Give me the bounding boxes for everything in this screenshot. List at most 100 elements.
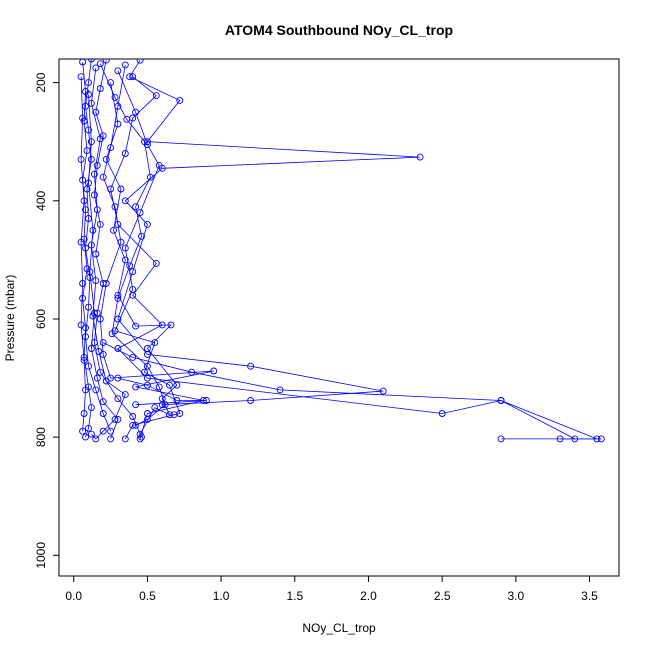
data-point	[89, 226, 97, 234]
data-point	[99, 410, 107, 417]
data-point	[129, 413, 137, 420]
x-axis-label: NOy_CL_trop	[302, 621, 376, 635]
data-point	[96, 85, 104, 92]
data-point	[107, 435, 115, 443]
data-point	[87, 430, 95, 438]
data-point	[99, 398, 107, 406]
data-point	[87, 99, 95, 107]
data-point	[114, 120, 122, 128]
data-point	[155, 161, 163, 169]
data-point	[79, 294, 87, 302]
data-point	[143, 345, 151, 352]
data-point	[132, 421, 140, 429]
series-line	[88, 94, 119, 440]
y-tick-label: 600	[34, 309, 48, 329]
x-tick-label: 1.5	[286, 589, 303, 603]
data-point	[99, 173, 107, 181]
series-line	[103, 342, 602, 440]
data-point	[143, 374, 151, 382]
data-point	[117, 185, 125, 193]
data-point	[136, 430, 144, 438]
x-axis: 0.0 0.5 1.0 1.5 2.0 2.5 3.0 3.5	[65, 576, 598, 603]
data-point	[132, 383, 140, 391]
data-point	[114, 294, 122, 302]
data-point	[210, 367, 218, 375]
data-point	[92, 108, 100, 116]
data-point	[80, 197, 88, 205]
data-point	[82, 433, 89, 441]
data-point	[121, 197, 129, 205]
data-point	[121, 244, 129, 252]
data-point	[86, 268, 94, 276]
y-tick-label: 800	[34, 427, 48, 447]
data-point	[146, 173, 154, 181]
data-point	[77, 73, 85, 81]
series-line	[117, 59, 421, 406]
data-point	[96, 368, 104, 376]
y-axis: 200 400 600 800 1000	[34, 72, 59, 569]
data-point	[85, 424, 92, 432]
data-point	[151, 404, 159, 412]
data-point	[247, 397, 255, 404]
data-point	[99, 339, 107, 347]
data-point	[110, 226, 117, 234]
data-point	[379, 387, 387, 395]
x-tick-label: 0.5	[139, 589, 156, 603]
y-axis-label: Pressure (mbar)	[3, 275, 17, 362]
data-point	[123, 115, 131, 123]
x-tick-label: 2.5	[434, 589, 451, 603]
data-point	[92, 64, 100, 72]
data-point	[121, 150, 129, 157]
data-point	[129, 285, 137, 293]
data-point	[107, 144, 115, 152]
data-point	[121, 391, 129, 399]
data-point	[129, 73, 137, 81]
data-point	[77, 238, 85, 246]
data-point	[129, 353, 137, 361]
data-point	[79, 59, 87, 66]
data-point	[79, 427, 87, 435]
data-point	[132, 203, 140, 211]
data-point	[79, 114, 87, 122]
data-point	[136, 435, 144, 443]
data-point	[102, 377, 110, 385]
data-point	[132, 108, 140, 116]
data-point	[173, 381, 181, 389]
data-point	[152, 92, 160, 100]
data-point	[176, 96, 184, 104]
data-point	[83, 147, 91, 155]
data-point	[188, 368, 196, 376]
data-point	[497, 397, 505, 404]
data-point	[93, 374, 101, 382]
data-point	[166, 381, 173, 389]
data-point	[202, 397, 210, 404]
data-point	[90, 170, 98, 178]
data-point	[126, 262, 134, 270]
data-point	[138, 232, 145, 240]
data-point	[87, 59, 95, 63]
data-point	[111, 93, 119, 101]
data-point	[99, 280, 107, 287]
chart-title: ATOM4 Southbound NOy_CL_trop	[225, 22, 453, 38]
data-point	[90, 191, 98, 199]
data-point	[114, 395, 122, 403]
data-point	[96, 220, 104, 228]
data-point	[276, 386, 284, 394]
x-tick-label: 2.0	[360, 589, 377, 603]
x-tick-label: 0.0	[65, 589, 82, 603]
data-point	[77, 155, 85, 163]
data-point	[152, 259, 160, 267]
data-point	[80, 356, 88, 364]
data-point	[79, 280, 87, 287]
data-point	[143, 415, 151, 423]
data-point	[87, 404, 95, 412]
series-line	[105, 82, 178, 435]
data-point	[92, 277, 100, 285]
data-point	[102, 59, 110, 64]
data-point	[87, 345, 95, 352]
data-point	[80, 410, 88, 417]
data-point	[93, 161, 101, 169]
data-point	[141, 368, 148, 376]
data-point	[571, 435, 579, 443]
